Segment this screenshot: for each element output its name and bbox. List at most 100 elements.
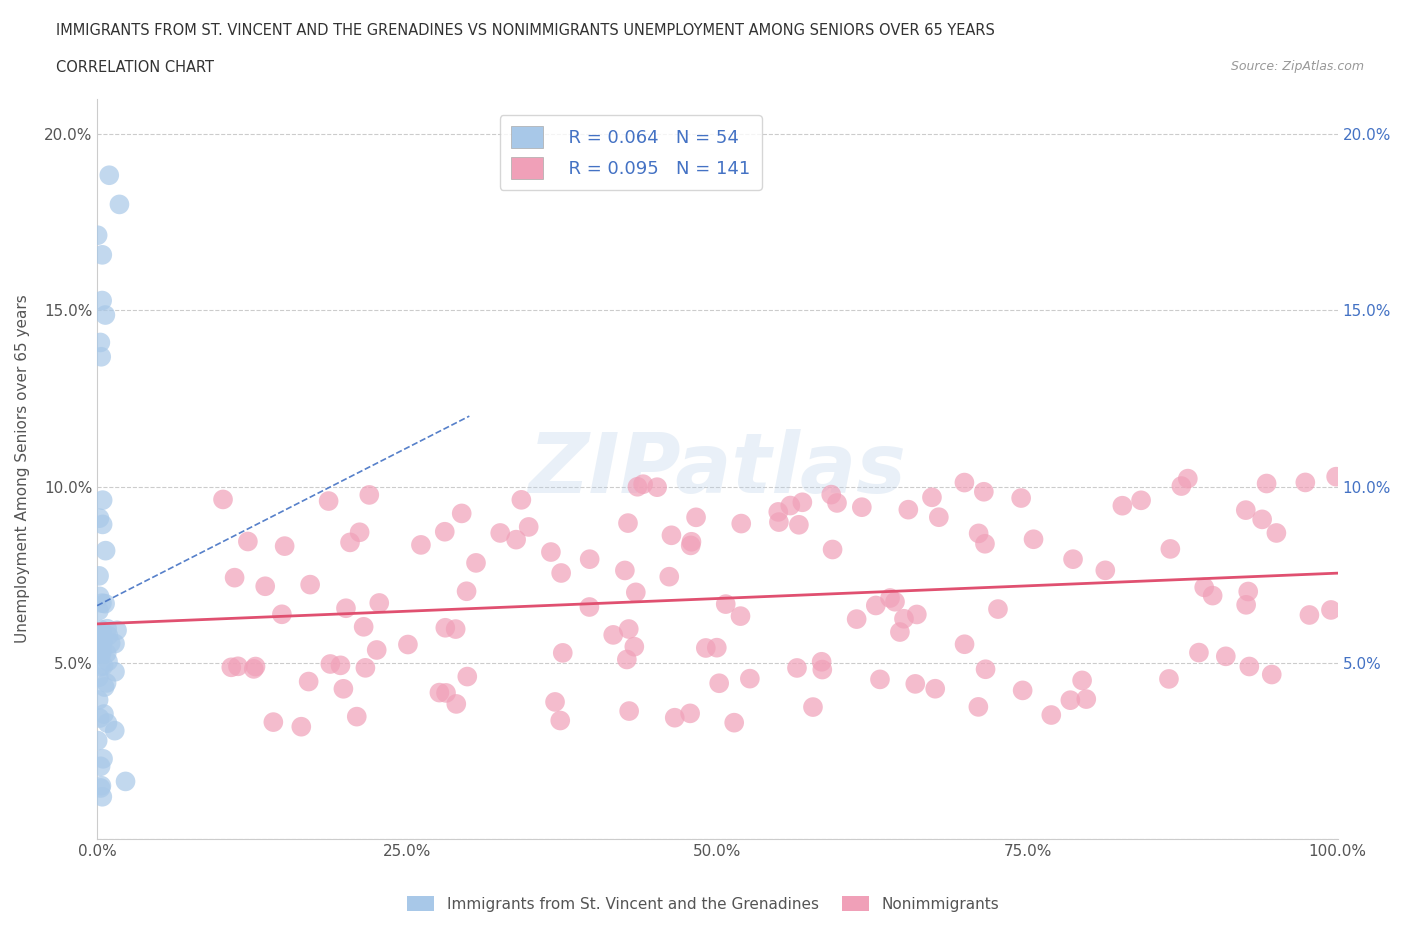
- Point: [1298, 607, 1320, 622]
- Point: [91, 247, 114, 262]
- Point: [548, 713, 571, 728]
- Point: [489, 525, 512, 540]
- Point: [87, 670, 110, 684]
- Point: [298, 674, 321, 689]
- Point: [1130, 493, 1153, 508]
- Point: [893, 611, 915, 626]
- Point: [429, 685, 451, 700]
- Point: [1094, 563, 1116, 578]
- Point: [91, 790, 114, 804]
- Point: [1059, 693, 1081, 708]
- Point: [97, 654, 120, 669]
- Point: [967, 526, 990, 541]
- Point: [1076, 692, 1098, 707]
- Legend:   R = 0.064   N = 54,   R = 0.095   N = 141: R = 0.064 N = 54, R = 0.095 N = 141: [499, 115, 762, 190]
- Point: [346, 710, 368, 724]
- Point: [517, 520, 540, 535]
- Point: [973, 485, 995, 499]
- Point: [90, 350, 112, 365]
- Point: [540, 545, 562, 560]
- Point: [465, 555, 488, 570]
- Point: [738, 671, 761, 686]
- Point: [869, 672, 891, 687]
- Point: [332, 682, 354, 697]
- Point: [821, 542, 844, 557]
- Point: [953, 475, 976, 490]
- Point: [897, 502, 920, 517]
- Point: [446, 697, 468, 711]
- Point: [245, 659, 267, 674]
- Point: [953, 637, 976, 652]
- Point: [434, 620, 457, 635]
- Point: [550, 565, 572, 580]
- Point: [90, 622, 112, 637]
- Point: [1159, 541, 1181, 556]
- Point: [226, 658, 249, 673]
- Point: [1177, 472, 1199, 486]
- Point: [1188, 645, 1211, 660]
- Point: [90, 634, 112, 649]
- Point: [89, 511, 111, 525]
- Point: [1251, 512, 1274, 526]
- Point: [664, 711, 686, 725]
- Point: [779, 498, 801, 513]
- Point: [1237, 584, 1260, 599]
- Point: [359, 487, 381, 502]
- Point: [270, 607, 292, 622]
- Point: [90, 625, 112, 640]
- Point: [89, 711, 111, 725]
- Point: [89, 335, 111, 350]
- Point: [96, 646, 118, 661]
- Point: [290, 719, 312, 734]
- Point: [456, 669, 478, 684]
- Point: [645, 480, 668, 495]
- Point: [366, 643, 388, 658]
- Point: [104, 664, 127, 679]
- Point: [104, 636, 127, 651]
- Point: [1192, 580, 1215, 595]
- Point: [87, 568, 110, 583]
- Point: [94, 596, 117, 611]
- Point: [768, 504, 790, 519]
- Point: [90, 644, 112, 658]
- Point: [505, 532, 527, 547]
- Point: [96, 621, 118, 636]
- Point: [768, 514, 790, 529]
- Point: [353, 619, 375, 634]
- Point: [613, 563, 636, 578]
- Point: [723, 715, 745, 730]
- Point: [820, 487, 842, 502]
- Point: [709, 676, 731, 691]
- Point: [1261, 667, 1284, 682]
- Point: [1022, 532, 1045, 547]
- Point: [626, 479, 648, 494]
- Point: [91, 517, 114, 532]
- Point: [617, 515, 640, 530]
- Point: [104, 724, 127, 738]
- Point: [510, 492, 533, 507]
- Point: [1111, 498, 1133, 513]
- Point: [90, 759, 112, 774]
- Point: [1157, 671, 1180, 686]
- Point: [1320, 603, 1343, 618]
- Point: [787, 517, 810, 532]
- Point: [974, 537, 997, 551]
- Point: [90, 778, 112, 793]
- Point: [884, 594, 907, 609]
- Point: [299, 578, 322, 592]
- Point: [242, 661, 264, 676]
- Point: [236, 534, 259, 549]
- Legend: Immigrants from St. Vincent and the Grenadines, Nonimmigrants: Immigrants from St. Vincent and the Gren…: [401, 889, 1005, 918]
- Point: [273, 538, 295, 553]
- Point: [967, 699, 990, 714]
- Point: [1256, 476, 1278, 491]
- Point: [623, 639, 645, 654]
- Point: [661, 528, 683, 543]
- Point: [1234, 503, 1257, 518]
- Point: [987, 602, 1010, 617]
- Point: [921, 490, 943, 505]
- Point: [86, 632, 108, 647]
- Point: [93, 658, 115, 673]
- Point: [845, 612, 868, 627]
- Point: [616, 652, 638, 667]
